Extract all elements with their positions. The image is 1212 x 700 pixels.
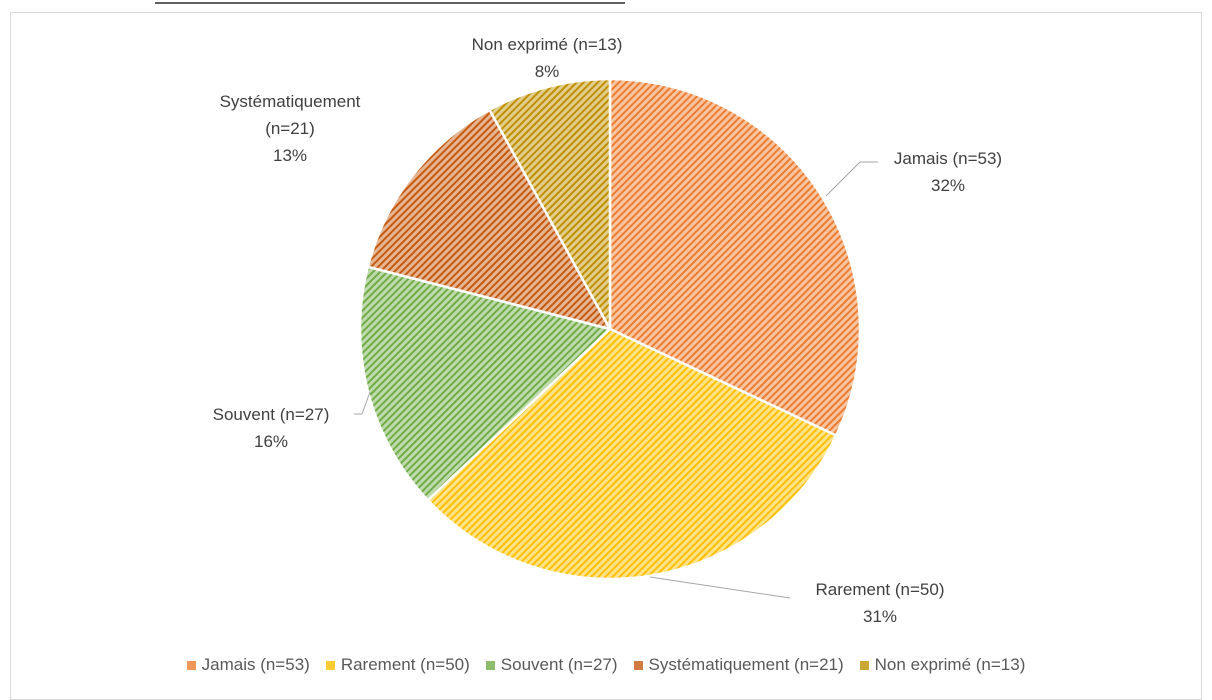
pie-slice [366, 108, 613, 331]
leader-line [825, 161, 861, 197]
legend-label: Systématiquement (n=21) [648, 655, 844, 674]
data-label-value: 8% [534, 62, 560, 81]
pie-slice [487, 77, 612, 330]
pie-slice [608, 77, 862, 438]
legend-label: Jamais (n=53) [201, 655, 310, 674]
legend-entry: Jamais (n=53) [186, 655, 310, 675]
pie-slice [425, 327, 838, 581]
data-label: Jamais (n=53) 32% [848, 145, 1048, 199]
data-label-category: Souvent (n=27) [212, 405, 330, 424]
data-label: Systématiquement (n=21) 13% [210, 88, 370, 169]
data-label-category: Non exprimé (n=13) [471, 35, 623, 54]
data-label-value: 31% [862, 607, 898, 626]
legend-entry: Non exprimé (n=13) [859, 655, 1026, 675]
data-label-category: Jamais (n=53) [893, 149, 1003, 168]
legend-label: Souvent (n=27) [500, 655, 618, 674]
data-label-value: 16% [253, 432, 289, 451]
legend-label: Non exprimé (n=13) [874, 655, 1026, 674]
data-label: Rarement (n=50) 31% [780, 576, 980, 630]
legend-swatch [633, 660, 643, 670]
legend-swatch [485, 660, 495, 670]
leader-line [361, 391, 371, 415]
legend-label: Rarement (n=50) [340, 655, 470, 674]
legend-swatch [859, 660, 869, 670]
data-label: Non exprimé (n=13) 8% [447, 31, 647, 85]
legend-entry: Rarement (n=50) [325, 655, 470, 675]
legend: Jamais (n=53) Rarement (n=50) Souvent (n=2… [0, 655, 1212, 675]
data-label-value: 13% [272, 146, 308, 165]
data-label-value: 32% [930, 176, 966, 195]
data-label-category: Rarement (n=50) [815, 580, 945, 599]
legend-entry: Systématiquement (n=21) [633, 655, 844, 675]
leader-line [649, 576, 791, 599]
legend-swatch [325, 660, 335, 670]
data-label-category: Systématiquement (n=21) [219, 92, 361, 138]
data-label: Souvent (n=27) 16% [171, 401, 371, 455]
pie-slice [358, 265, 613, 502]
legend-swatch [186, 660, 196, 670]
legend-entry: Souvent (n=27) [485, 655, 618, 675]
